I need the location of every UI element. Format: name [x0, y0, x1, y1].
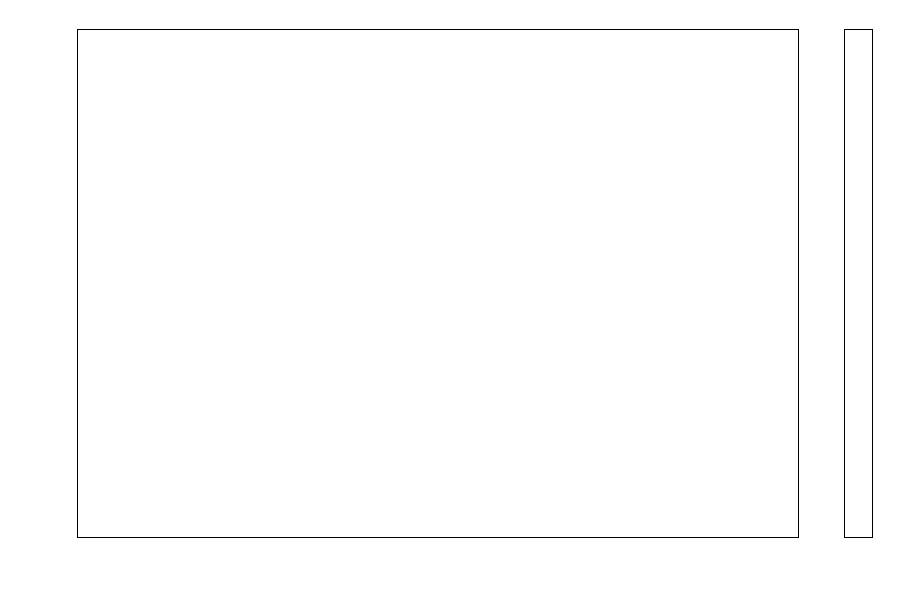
plot-area: [77, 29, 799, 538]
colorbar-gradient: [845, 30, 872, 537]
delay-doppler-heatmap: [78, 30, 798, 537]
colorbar: [844, 29, 873, 538]
